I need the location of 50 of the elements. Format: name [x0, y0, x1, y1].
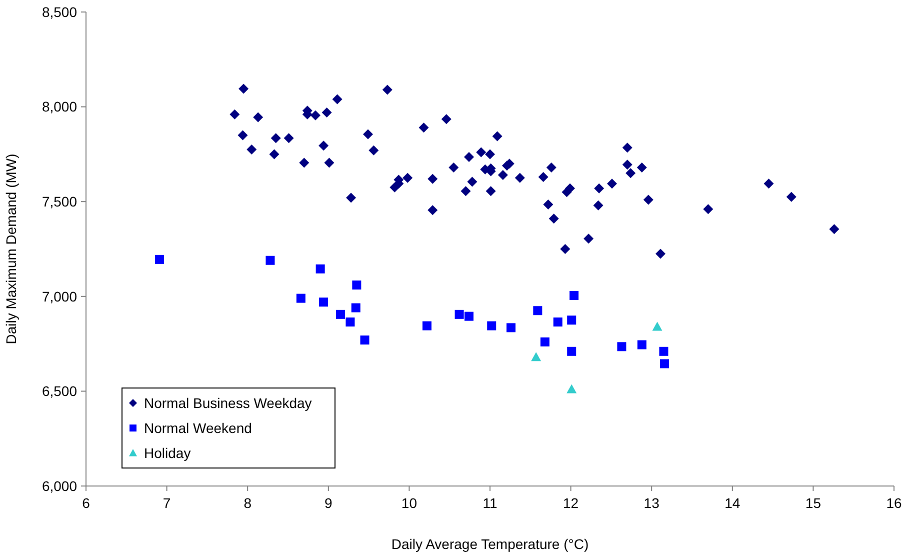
- point: [659, 346, 668, 356]
- point: [637, 340, 646, 350]
- y-tick-label: 6,500: [42, 383, 78, 400]
- point: [540, 337, 550, 346]
- point: [316, 264, 325, 274]
- point: [319, 298, 328, 307]
- point: [531, 352, 542, 362]
- y-axis-title: Daily Maximum Demand (MW): [3, 154, 19, 344]
- point: [454, 310, 464, 319]
- point: [567, 346, 576, 356]
- point: [346, 317, 355, 326]
- x-tick-label: 14: [724, 495, 740, 511]
- point: [570, 290, 579, 300]
- point: [487, 321, 496, 330]
- point: [296, 294, 306, 303]
- legend-label: Normal Weekend: [144, 420, 252, 436]
- x-tick-label: 16: [886, 495, 902, 511]
- legend-label: Holiday: [144, 444, 191, 461]
- x-tick-label: 12: [563, 495, 579, 511]
- point: [360, 336, 370, 345]
- x-tick-label: 11: [482, 495, 498, 511]
- point: [351, 303, 360, 312]
- x-tick-label: 7: [162, 495, 171, 511]
- point: [155, 254, 164, 264]
- x-tick-label: 6: [82, 495, 90, 511]
- point: [567, 316, 576, 325]
- point: [336, 310, 346, 319]
- y-tick-label: 6,000: [42, 478, 78, 494]
- point: [660, 359, 670, 368]
- point: [533, 306, 542, 316]
- point: [566, 384, 577, 394]
- point: [617, 342, 626, 352]
- x-tick-label: 15: [805, 495, 822, 511]
- point: [266, 256, 275, 265]
- point: [506, 323, 516, 332]
- x-tick-label: 8: [244, 495, 252, 511]
- x-axis-title: Daily Average Temperature (°C): [391, 536, 589, 552]
- point: [464, 312, 474, 321]
- point: [352, 280, 362, 290]
- point: [652, 322, 662, 331]
- x-tick-label: 9: [324, 495, 332, 511]
- x-tick-label: 10: [401, 495, 418, 511]
- legend-label: Normal Business Weekday: [144, 394, 312, 411]
- point: [422, 321, 432, 330]
- y-tick-label: 8,500: [42, 4, 78, 20]
- y-tick-label: 8,000: [42, 98, 78, 115]
- x-tick-label: 13: [644, 495, 660, 511]
- point: [553, 317, 562, 326]
- y-tick-label: 7,500: [42, 194, 78, 210]
- y-tick-label: 7,000: [42, 288, 78, 304]
